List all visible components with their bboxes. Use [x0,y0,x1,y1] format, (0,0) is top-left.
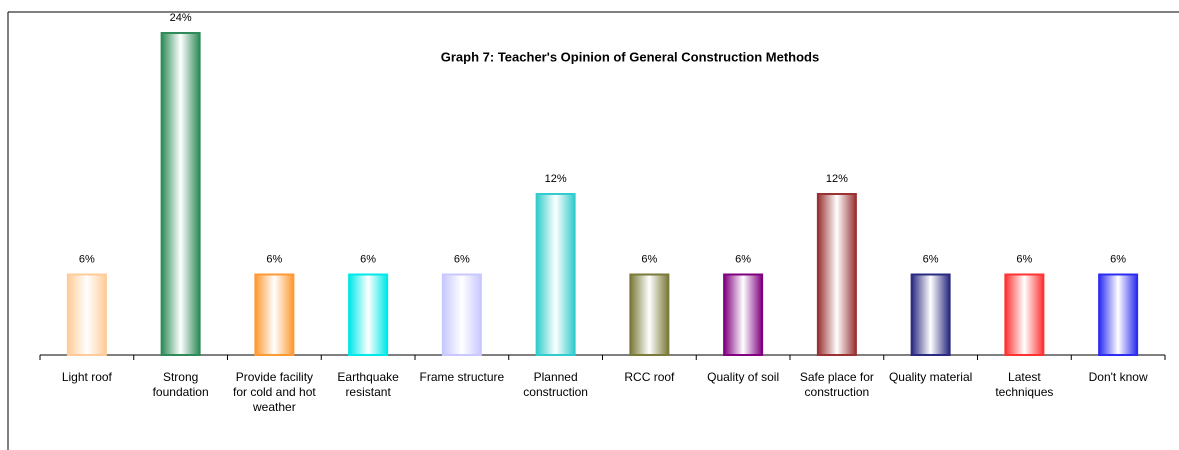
x-tick-label: Earthquake resistant [337,370,399,399]
bar [441,273,482,356]
chart-title: Graph 7: Teacher's Opinion of General Co… [441,49,819,64]
x-tick-label: Safe place for construction [799,370,874,399]
x-tick-label: Don't know [1088,370,1148,384]
value-label: 6% [454,253,470,265]
bar [816,193,857,356]
bar [1004,273,1045,356]
x-tick-label: Quality of soil [707,370,780,384]
x-tick-label: Planned construction [523,370,588,399]
value-label: 6% [360,253,376,265]
value-label: 12% [545,173,567,185]
x-tick-label: Provide facility for cold and hot weathe… [233,370,316,414]
bar [160,32,201,356]
bar [66,273,107,356]
bar [910,273,951,356]
value-label: 6% [1110,253,1126,265]
x-tick-label: Latest techniques [995,370,1054,399]
bar [348,273,389,356]
value-label: 6% [923,253,939,265]
bar [723,273,764,356]
bar [1098,273,1139,356]
value-label: 6% [735,253,751,265]
value-label: 24% [170,12,192,24]
x-tick-label: RCC roof [624,370,675,384]
bar [254,273,295,356]
x-tick-label: Frame structure [419,370,505,384]
x-tick-label: Strong foundation [152,370,209,399]
bar [629,273,670,356]
value-label: 6% [266,253,282,265]
value-label: 6% [1016,253,1032,265]
value-label: 12% [826,173,848,185]
value-label: 6% [641,253,657,265]
bar [535,193,576,356]
x-tick-label: Light roof [61,370,112,384]
x-tick-label: Quality material [888,370,973,384]
value-label: 6% [79,253,95,265]
